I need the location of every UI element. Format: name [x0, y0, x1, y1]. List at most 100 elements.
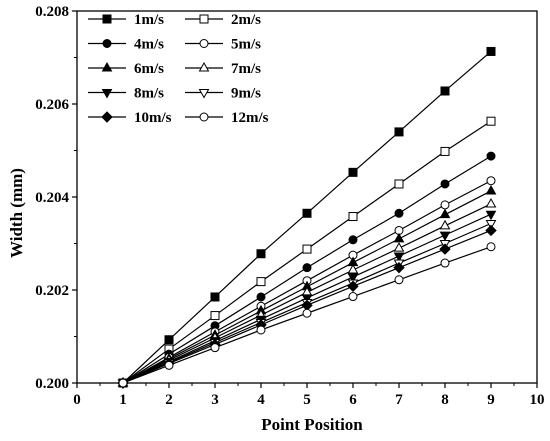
data-point: [394, 179, 404, 189]
data-point: [485, 184, 497, 195]
data-point: [394, 208, 404, 218]
legend-label: 4m/s: [134, 37, 164, 53]
legend-item: 1m/s: [88, 12, 164, 28]
series-7m-per-s: [117, 197, 497, 387]
legend-item: 7m/s: [185, 61, 261, 77]
y-tick-label: 0.204: [35, 190, 69, 206]
plot-area: 0 1 2 3 4 5 6 7 8 9 10 0.200 0.202 0.204 0.206 0.208: [35, 4, 544, 408]
series-12m-per-s: [118, 242, 496, 388]
legend-label: 7m/s: [231, 61, 261, 77]
legend-item: 4m/s: [88, 37, 164, 53]
data-point: [486, 151, 496, 161]
legend-label: 8m/s: [134, 86, 164, 102]
data-point: [301, 294, 313, 304]
y-tick-label: 0.202: [35, 283, 69, 299]
legend-label: 5m/s: [231, 37, 261, 53]
series-layer: [117, 46, 497, 390]
data-point: [485, 224, 497, 237]
data-point: [486, 242, 496, 252]
legend-marker: [102, 39, 112, 48]
data-point: [486, 176, 496, 186]
data-point: [302, 244, 312, 254]
data-point: [393, 261, 405, 274]
data-point: [439, 243, 451, 255]
legend-label: 9m/s: [231, 86, 261, 102]
legend-marker: [199, 39, 209, 48]
data-point: [440, 179, 450, 189]
y-tick-label: 0.208: [35, 4, 69, 20]
data-point: [485, 197, 497, 208]
data-point: [256, 292, 266, 302]
data-point: [256, 325, 266, 335]
legend: 1m/s 2m/s 4m/s 5m/s 6m/s 7m/s 8m/s 9m/s 10m/s 12m…: [88, 12, 269, 126]
x-tick-label: 2: [165, 392, 173, 408]
legend-marker: [101, 111, 113, 123]
legend-marker: [199, 14, 209, 24]
series-1m-per-s: [118, 46, 496, 388]
series-2m-per-s: [118, 116, 496, 388]
legend-item: 9m/s: [185, 86, 261, 102]
data-point: [393, 252, 405, 263]
legend-marker: [198, 89, 210, 99]
legend-item: 5m/s: [185, 37, 261, 53]
x-tick-label: 3: [211, 392, 219, 408]
x-tick-label: 8: [441, 392, 449, 408]
data-point: [164, 360, 174, 370]
data-point: [394, 275, 404, 285]
data-point: [210, 343, 220, 353]
data-point: [256, 277, 266, 287]
data-point: [302, 208, 312, 218]
data-point: [210, 292, 220, 302]
data-point: [486, 46, 496, 56]
y-axis-title: Width (mm): [7, 168, 26, 258]
data-point: [486, 116, 496, 126]
legend-marker: [198, 61, 210, 72]
data-point: [118, 378, 128, 388]
data-point: [440, 200, 450, 210]
series-8m-per-s: [117, 210, 497, 390]
data-point: [393, 232, 405, 243]
legend-item: 8m/s: [88, 86, 164, 102]
x-tick-label: 6: [349, 392, 357, 408]
data-point: [302, 308, 312, 318]
data-point: [347, 273, 359, 283]
legend-label: 1m/s: [134, 12, 164, 28]
x-tick-label: 4: [257, 392, 265, 408]
data-point: [348, 212, 358, 222]
x-tick-label: 9: [487, 392, 495, 408]
x-tick-label: 7: [395, 392, 403, 408]
x-tick-label: 10: [530, 392, 545, 408]
data-point: [347, 263, 359, 274]
y-tick-label: 0.206: [35, 97, 69, 113]
legend-marker: [199, 112, 209, 122]
x-tick-label: 5: [303, 392, 311, 408]
data-point: [348, 167, 358, 177]
data-point: [485, 220, 497, 230]
legend-label: 10m/s: [134, 110, 172, 126]
data-point: [302, 263, 312, 273]
data-point: [440, 258, 450, 268]
x-tick-label: 1: [119, 392, 127, 408]
data-point: [394, 127, 404, 137]
legend-item: 6m/s: [88, 61, 164, 77]
series-4m-per-s: [118, 151, 496, 388]
legend-label: 6m/s: [134, 61, 164, 77]
x-axis-title: Point Position: [261, 415, 363, 434]
x-tick-label: 0: [73, 392, 81, 408]
legend-item: 10m/s: [88, 110, 172, 126]
data-point: [347, 280, 359, 292]
legend-item: 2m/s: [185, 12, 261, 28]
data-point: [439, 208, 451, 219]
data-point: [440, 86, 450, 96]
data-point: [485, 210, 497, 221]
data-point: [256, 249, 266, 259]
legend-label: 2m/s: [231, 12, 261, 28]
legend-label: 12m/s: [231, 110, 269, 126]
data-point: [348, 292, 358, 302]
data-point: [439, 231, 451, 242]
data-point: [210, 311, 220, 321]
legend-marker: [102, 14, 112, 24]
legend-marker: [101, 61, 113, 72]
data-point: [348, 235, 358, 245]
